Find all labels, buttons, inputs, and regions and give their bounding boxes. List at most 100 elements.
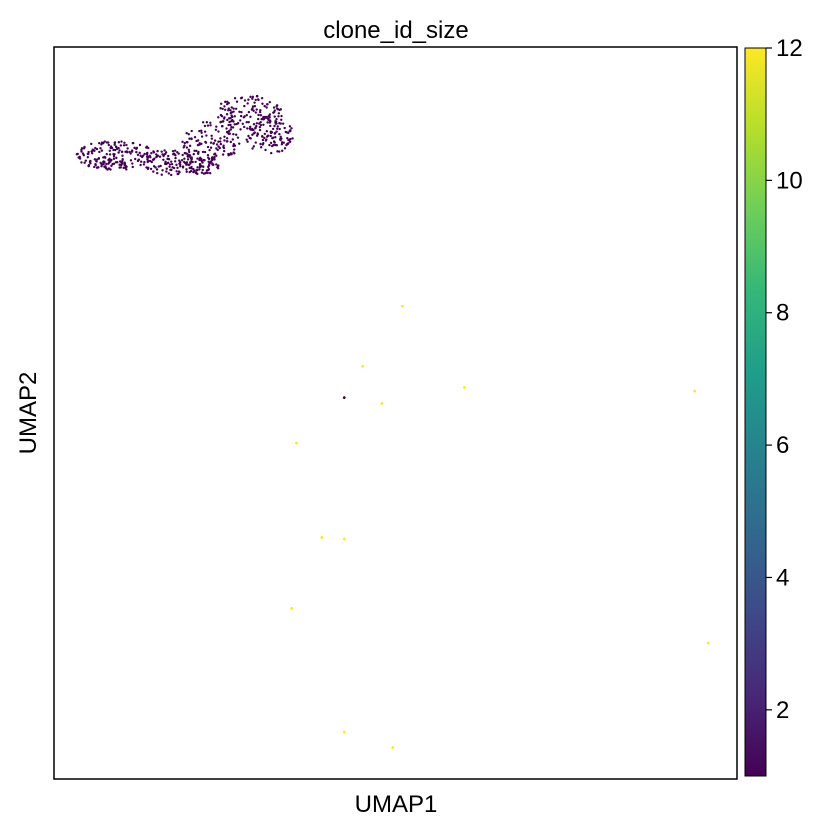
cluster-point — [196, 152, 200, 155]
cluster-point — [232, 151, 235, 154]
cluster-point — [142, 154, 145, 157]
cluster-point — [167, 154, 170, 158]
cluster-point — [222, 146, 226, 150]
cluster-point — [143, 160, 146, 164]
cluster-point — [125, 143, 128, 147]
x-axis-label: UMAP1 — [355, 791, 438, 818]
cluster-point — [285, 143, 288, 147]
cluster-point — [270, 131, 274, 134]
cluster-point — [269, 141, 273, 145]
cluster-point — [115, 147, 119, 151]
cluster-point — [119, 144, 122, 147]
cluster-point — [89, 160, 92, 163]
cluster-point — [247, 98, 250, 101]
cluster-point — [266, 103, 269, 106]
cluster-point — [268, 119, 272, 122]
cluster-point — [276, 125, 279, 128]
cluster-point — [291, 137, 294, 140]
cluster-point — [171, 149, 175, 153]
cluster-point — [109, 160, 112, 163]
cluster-point — [203, 124, 207, 128]
cluster-point — [275, 117, 278, 121]
cluster-point — [212, 142, 215, 145]
cluster-point — [273, 132, 277, 135]
cluster-point — [206, 145, 210, 149]
cluster-point — [247, 120, 250, 124]
cluster-point — [266, 117, 270, 121]
cluster-point — [229, 116, 232, 120]
cluster-point — [222, 144, 225, 147]
cluster-point — [228, 120, 231, 124]
cluster-point — [215, 163, 218, 166]
cluster-point — [198, 129, 201, 133]
cluster-point — [254, 127, 257, 130]
cluster-point — [192, 170, 195, 174]
cluster-point — [200, 135, 204, 138]
cluster-point — [124, 164, 127, 168]
cluster-point — [238, 110, 241, 113]
cluster-point — [222, 119, 225, 123]
cluster-point — [262, 123, 265, 126]
cluster-point — [216, 148, 219, 152]
cluster-point — [130, 149, 134, 152]
cluster-point — [246, 140, 249, 143]
cluster-point — [270, 151, 273, 155]
cluster-point — [256, 133, 259, 136]
cluster-point — [193, 135, 197, 139]
cluster-point — [230, 120, 233, 123]
cluster-point — [248, 136, 251, 140]
cluster-point — [101, 142, 105, 145]
colorbar-tick-label: 8 — [776, 300, 789, 327]
cluster-point — [276, 127, 279, 130]
cluster-point — [173, 149, 177, 152]
cluster-point — [262, 142, 265, 145]
cluster-point — [163, 149, 166, 152]
cluster-point — [150, 160, 153, 164]
cluster-point — [251, 147, 254, 150]
cluster-point — [275, 105, 278, 108]
cluster-point — [213, 139, 217, 142]
cluster-point — [181, 140, 184, 144]
cluster-point — [288, 140, 292, 144]
cluster-point — [111, 162, 114, 166]
data-point-size-12 — [391, 746, 395, 749]
cluster-point — [219, 102, 223, 106]
cluster-point — [214, 128, 218, 131]
cluster-point — [108, 149, 111, 152]
cluster-point — [136, 153, 140, 157]
cluster-point — [207, 156, 210, 160]
cluster-point — [209, 121, 212, 124]
cluster-point — [273, 141, 276, 144]
cluster-point — [90, 152, 94, 155]
cluster-point — [185, 168, 188, 171]
cluster-point — [139, 154, 142, 157]
cluster-point — [178, 159, 181, 162]
cluster-point — [183, 151, 186, 155]
cluster-point — [203, 150, 207, 154]
cluster-point — [193, 149, 196, 152]
cluster-point — [209, 141, 213, 144]
cluster-point — [198, 168, 201, 171]
cluster-point — [196, 166, 199, 169]
cluster-point — [209, 124, 212, 127]
cluster-point — [253, 131, 257, 134]
cluster-point — [251, 97, 254, 100]
cluster-point — [187, 133, 190, 136]
cluster-point — [224, 108, 227, 111]
cluster-point — [243, 104, 246, 108]
cluster-point — [271, 127, 275, 131]
cluster-point — [230, 106, 233, 109]
cluster-point — [146, 151, 149, 155]
cluster-point — [102, 162, 105, 166]
data-point-size-12 — [380, 402, 384, 405]
cluster-point — [208, 148, 211, 152]
cluster-point — [188, 166, 191, 170]
cluster-point — [229, 128, 232, 131]
cluster-point — [162, 158, 165, 161]
cluster-point — [235, 122, 238, 126]
cluster-point — [152, 151, 156, 154]
cluster-point — [278, 132, 281, 136]
cluster-point — [196, 157, 199, 160]
cluster-point — [118, 149, 121, 152]
cluster-point — [121, 158, 124, 161]
